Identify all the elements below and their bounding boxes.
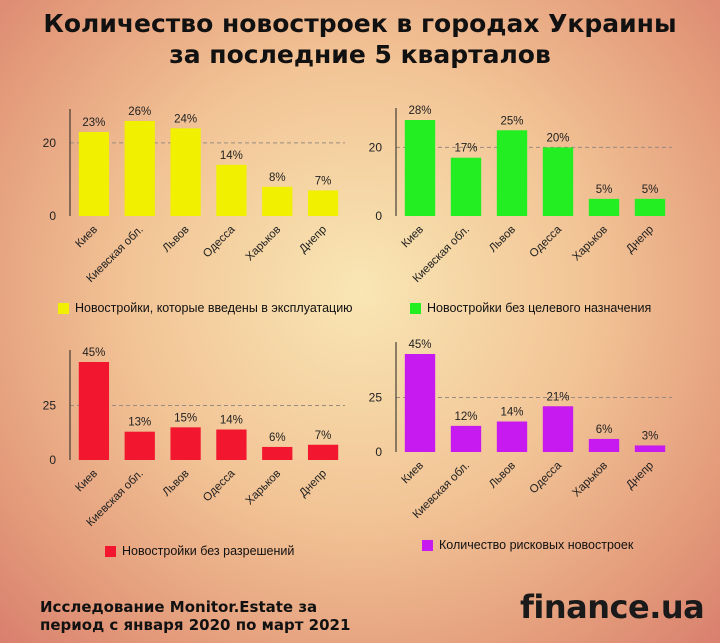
legend-no-purpose: Новостройки без целевого назначения [410, 301, 651, 315]
x-tick-label: Харьков [570, 224, 610, 264]
bar [78, 131, 110, 216]
bar [450, 157, 482, 216]
legend-label: Новостройки без целевого назначения [427, 301, 652, 315]
y-tick-label: 0 [375, 445, 382, 459]
data-label: 5% [642, 184, 659, 196]
data-label: 14% [500, 407, 523, 419]
bar [216, 164, 247, 216]
bar [588, 198, 620, 216]
data-label: 8% [269, 172, 286, 184]
legend-label: Новостройки, которые введены в эксплуата… [75, 301, 353, 315]
x-tick-label: Киевская обл. [411, 460, 472, 521]
x-tick-label: Днепр [624, 460, 656, 492]
bar [262, 186, 293, 216]
x-tick-label: Харьков [244, 468, 284, 508]
x-tick-label: Киевская обл. [85, 224, 146, 285]
bar [307, 444, 339, 460]
bar [542, 147, 574, 216]
legend-swatch [58, 302, 69, 314]
legend-no-permits: Новостройки без разрешений [105, 544, 294, 558]
page-title: Количество новостроек в городах Украины … [0, 8, 720, 70]
legend-label: Количество рисковых новостроек [439, 538, 634, 552]
bar [634, 198, 666, 216]
data-label: 17% [454, 143, 477, 155]
x-tick-label: Киев [73, 468, 100, 495]
title-line-2: за последние 5 кварталов [169, 40, 551, 69]
y-tick-label: 0 [49, 453, 56, 467]
data-label: 15% [174, 412, 197, 424]
data-label: 14% [220, 150, 243, 162]
x-tick-label: Киев [73, 224, 100, 251]
y-tick-label: 0 [49, 209, 56, 223]
x-tick-label: Одесса [528, 223, 565, 260]
data-label: 25% [500, 115, 523, 127]
legend-swatch [410, 302, 421, 314]
bar [124, 121, 155, 216]
bar [404, 120, 436, 216]
legend-risky: Количество рисковых новостроек [422, 538, 633, 552]
bar [170, 427, 201, 460]
data-label: 24% [174, 113, 197, 125]
data-label: 13% [128, 417, 151, 429]
bar [496, 421, 528, 452]
data-label: 6% [269, 432, 286, 444]
data-label: 26% [128, 106, 151, 118]
y-tick-label: 25 [369, 391, 383, 405]
data-label: 3% [642, 430, 659, 442]
y-tick-label: 20 [43, 136, 57, 150]
finance-ua-logo: finance.ua [520, 588, 705, 626]
legend-commissioned: Новостройки, которые введены в эксплуата… [58, 301, 353, 315]
bar [124, 431, 155, 460]
legend-swatch [422, 539, 433, 551]
x-tick-label: Одесса [528, 459, 565, 496]
x-tick-label: Киевская обл. [411, 224, 472, 285]
data-label: 7% [315, 175, 332, 187]
x-tick-label: Днепр [297, 468, 329, 500]
x-tick-label: Киев [400, 224, 427, 251]
x-tick-label: Львов [487, 460, 518, 491]
x-tick-label: Львов [161, 224, 192, 255]
x-tick-label: Харьков [244, 224, 284, 264]
y-tick-label: 0 [375, 209, 382, 223]
data-label: 45% [408, 339, 431, 351]
data-label: 14% [220, 415, 243, 427]
data-label: 6% [596, 424, 613, 436]
bar [542, 406, 574, 452]
x-tick-label: Одесса [201, 467, 238, 504]
bar [262, 446, 293, 460]
x-tick-label: Днепр [624, 224, 656, 256]
x-tick-label: Одесса [201, 223, 238, 260]
bar [216, 429, 247, 460]
title-line-1: Количество новостроек в городах Украины [43, 9, 677, 38]
data-label: 7% [315, 430, 332, 442]
source-note: Исследование Monitor.Estate за период с … [40, 598, 350, 634]
data-label: 45% [82, 347, 105, 359]
source-line-2: период с января 2020 по март 2021 [40, 616, 351, 634]
bar [78, 362, 110, 460]
data-label: 5% [596, 184, 613, 196]
bar [588, 438, 620, 452]
x-tick-label: Львов [487, 224, 518, 255]
data-label: 21% [546, 391, 569, 403]
data-label: 28% [408, 105, 431, 117]
legend-swatch [105, 545, 116, 557]
x-tick-label: Киев [400, 460, 427, 487]
data-label: 23% [82, 117, 105, 129]
x-tick-label: Львов [161, 468, 192, 499]
bar [307, 190, 339, 216]
x-tick-label: Киевская обл. [85, 468, 146, 529]
source-line-1: Исследование Monitor.Estate за [40, 598, 318, 616]
bar [496, 130, 528, 216]
y-tick-label: 25 [43, 399, 57, 413]
y-tick-label: 20 [369, 140, 383, 154]
x-tick-label: Харьков [570, 460, 610, 500]
legend-label: Новостройки без разрешений [122, 544, 295, 558]
bar [404, 354, 436, 452]
bar [450, 425, 482, 452]
x-tick-label: Днепр [297, 224, 329, 256]
bar [170, 128, 201, 216]
bar [634, 445, 666, 452]
data-label: 20% [546, 132, 569, 144]
data-label: 12% [454, 411, 477, 423]
